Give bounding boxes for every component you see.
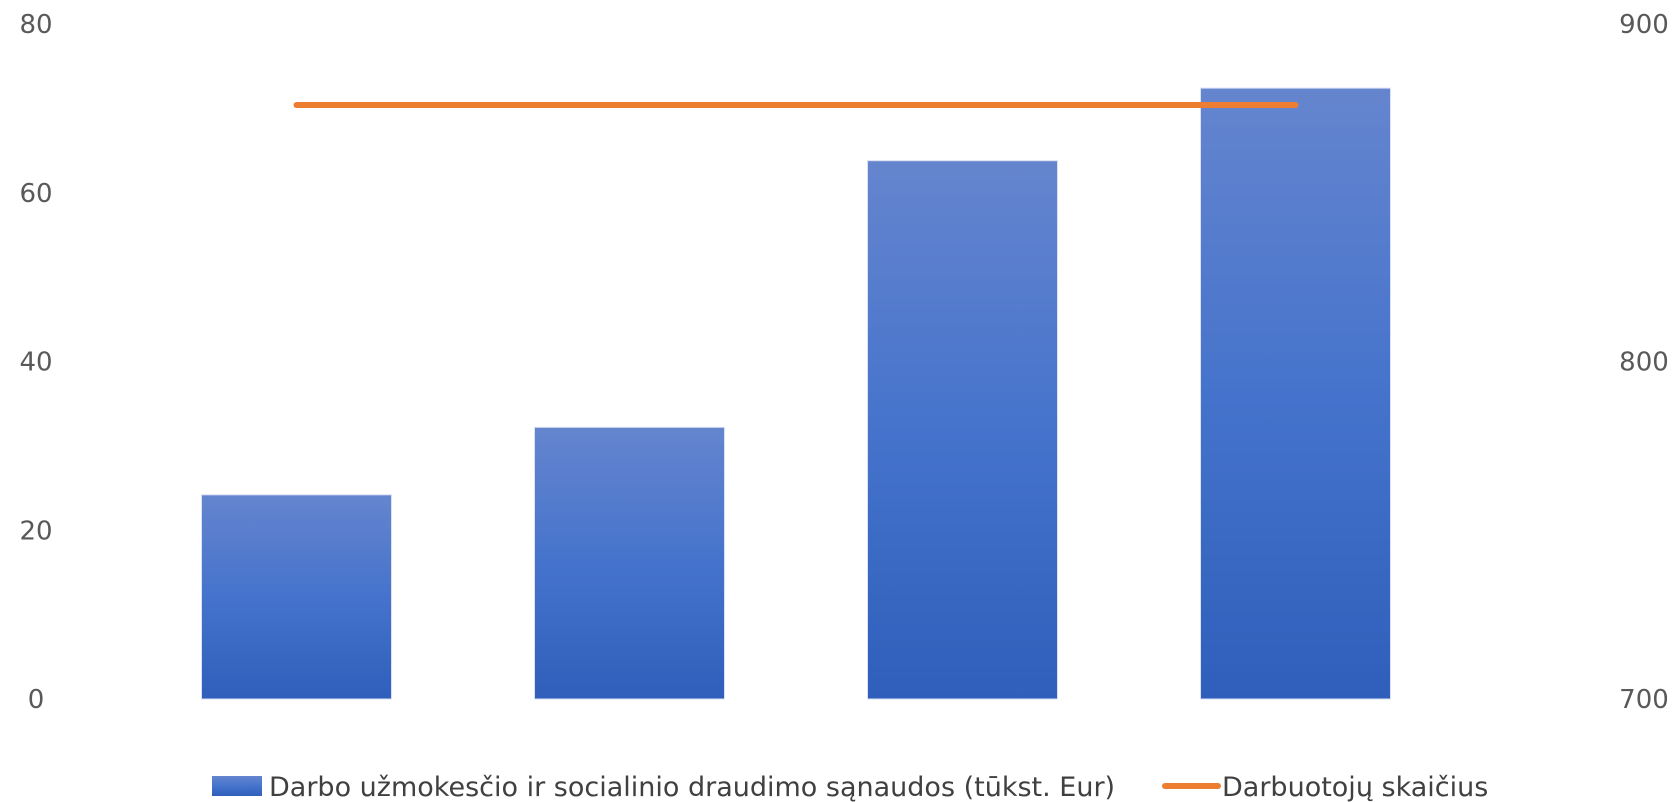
bar-3 — [1200, 87, 1391, 700]
legend-label-line: Darbuotojų skaičius — [1222, 772, 1488, 802]
left-tick-label-2: 40 — [19, 348, 52, 378]
right-tick-label-2: 900 — [1619, 10, 1669, 40]
left-axis-ticks: 0 20 40 60 80 — [19, 10, 52, 715]
bar-0 — [201, 494, 392, 700]
bar-1 — [534, 426, 725, 700]
left-tick-label-3: 60 — [19, 179, 52, 209]
right-axis-ticks: 700 800 900 — [1619, 10, 1669, 715]
right-tick-label-1: 800 — [1619, 348, 1669, 378]
left-tick-label-1: 20 — [19, 516, 52, 546]
bar-series — [201, 87, 1391, 700]
legend-label-bar: Darbo užmokesčio ir socialinio draudimo … — [269, 772, 1115, 802]
left-tick-label-0: 0 — [28, 685, 45, 715]
bar-2 — [867, 160, 1058, 700]
right-tick-label-0: 700 — [1619, 685, 1669, 715]
legend-swatch-bar — [212, 776, 262, 796]
legend: Darbo užmokesčio ir socialinio draudimo … — [212, 772, 1488, 802]
left-tick-label-4: 80 — [19, 10, 52, 40]
